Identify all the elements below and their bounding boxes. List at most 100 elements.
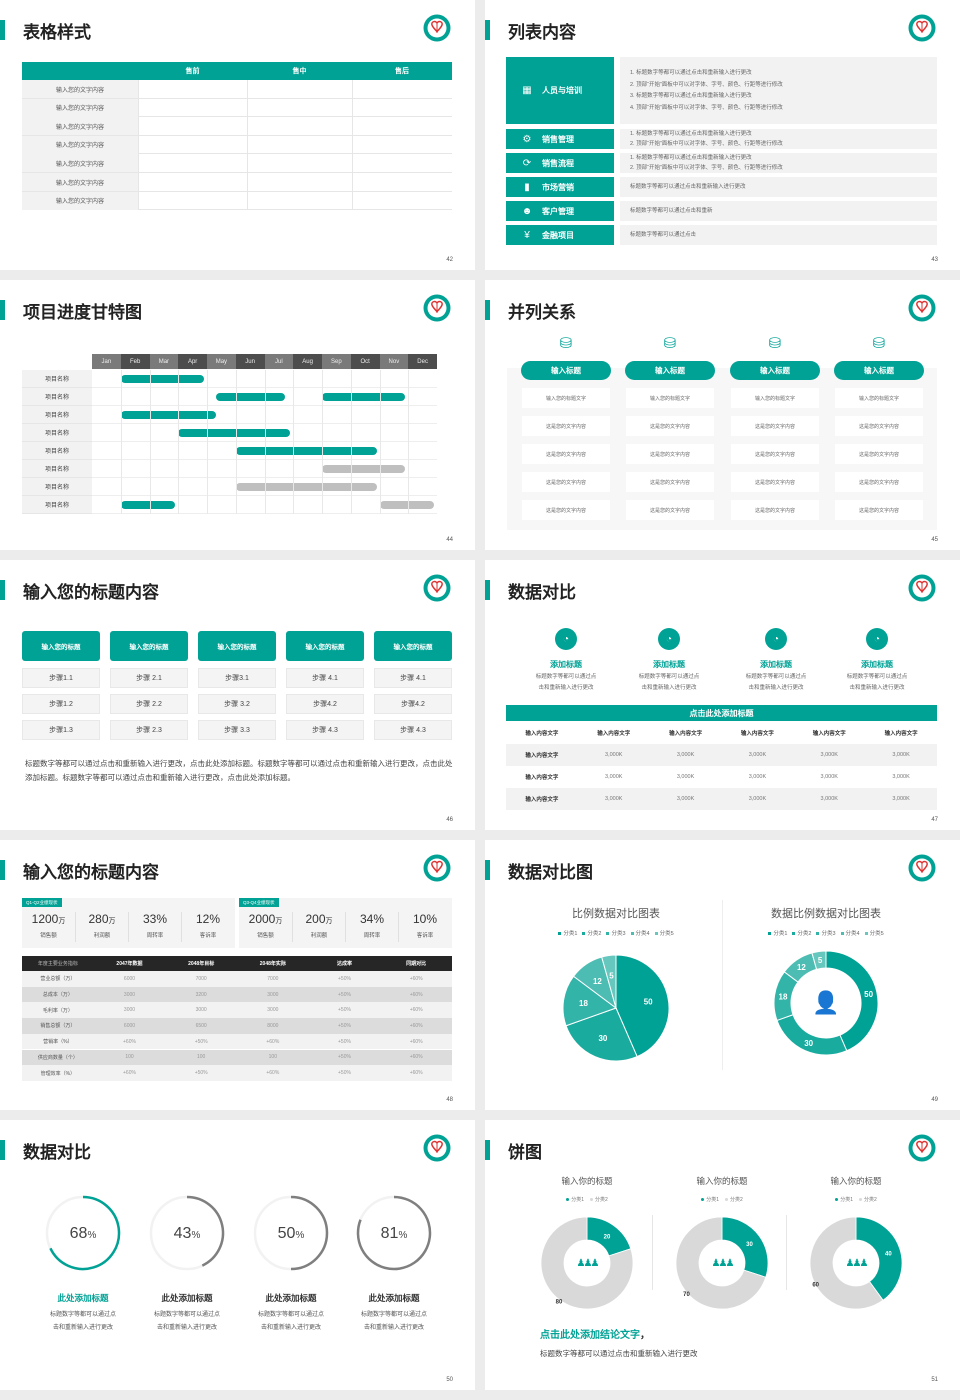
ring-value: 68% — [70, 1225, 97, 1242]
table-cell[interactable] — [352, 98, 452, 117]
column-header-pill[interactable]: 输入标题 — [834, 361, 924, 380]
table-cell[interactable] — [247, 80, 352, 98]
gantt-bar[interactable] — [120, 375, 205, 383]
table-cell[interactable] — [247, 191, 352, 210]
table-cell[interactable] — [247, 98, 352, 117]
page-number: 45 — [931, 537, 938, 543]
gantt-bar[interactable] — [235, 447, 377, 455]
step-column-header[interactable]: 输入您的标题 — [198, 631, 276, 661]
legend-label: 分类1 — [773, 931, 788, 937]
table-cell: +50% — [165, 1065, 237, 1081]
gantt-bar[interactable] — [120, 411, 216, 419]
table-cell: +60% — [93, 1065, 166, 1081]
step-cell: 步骤 4.3 — [374, 720, 452, 740]
month-header: Aug — [293, 354, 322, 369]
progress-ring: 43% — [149, 1195, 225, 1271]
legend-label: 分类3 — [611, 931, 626, 937]
slide-42: 表格样式 42 售前 售中 售后 输入您的文字内容 输入您的文字内容 输入您的文字内容 输入您的… — [0, 0, 475, 270]
table-cell[interactable] — [247, 135, 352, 154]
legend-swatch — [768, 931, 772, 935]
table-cell[interactable] — [352, 80, 452, 98]
table-row — [506, 788, 937, 810]
table-header-cell: 2047年数据 — [93, 956, 166, 971]
legend-item: 分类2 — [859, 1196, 877, 1203]
table-row: 输入您的文字内容 — [22, 98, 452, 118]
table-cell: +50% — [308, 1049, 381, 1066]
kpi-value: 34% — [346, 912, 398, 929]
step-column-header[interactable]: 输入您的标题 — [286, 631, 364, 661]
table-cell[interactable] — [138, 80, 247, 98]
column-header-pill[interactable]: 输入标题 — [625, 361, 715, 380]
conclusion-text: 点击此处添加结论文字 — [540, 1330, 640, 1341]
gantt-bar[interactable] — [322, 393, 406, 401]
month-header: Jun — [235, 354, 265, 369]
table-cell[interactable] — [138, 173, 247, 191]
chart-divider — [722, 900, 723, 1070]
legend-item: 分类5 — [864, 929, 884, 937]
description-line: 1. 标题数字等都可以通过点击和重新输入进行更改 — [630, 70, 752, 77]
month-header: Feb — [120, 354, 150, 369]
gantt-bar[interactable] — [215, 393, 285, 401]
table-cell: +50% — [308, 1002, 381, 1019]
slide-51: 饼图 51 输入你的标题 分类1 分类2 20 80 ♟♟♟ 输入你的标题 分类1 分类2 30 70 ♟… — [485, 1120, 960, 1390]
step-column-header[interactable]: 输入您的标题 — [110, 631, 188, 661]
chart-slice — [601, 954, 617, 1009]
column-header-pill[interactable]: 输入标题 — [521, 361, 611, 380]
title-accent-bar — [0, 300, 5, 320]
logo-emblem-icon — [423, 854, 451, 882]
step-column-header[interactable]: 输入您的标题 — [22, 631, 100, 661]
column-header-pill[interactable]: 输入标题 — [730, 361, 820, 380]
table-cell[interactable] — [247, 117, 352, 136]
table-cell[interactable] — [138, 154, 247, 173]
list-category[interactable]: ⟳ 销售流程 — [506, 153, 614, 173]
slide-43: 列表内容 43 ▦ 人员与培训 1. 标题数字等都可以通过点击和重新输入进行更改 2. 顶… — [485, 0, 960, 270]
table-cell[interactable] — [247, 154, 352, 173]
list-category[interactable]: ⚙ 销售管理 — [506, 129, 614, 149]
table-cell[interactable] — [247, 173, 352, 191]
data-label: 5 — [818, 956, 823, 965]
legend-label: 分类2 — [797, 931, 812, 937]
table-header-cell: 输入内容文字 — [669, 731, 703, 737]
list-description: 标题数字等都可以通过点击和重新输入进行更改 — [620, 177, 937, 197]
gantt-row-label: 项目名称 — [22, 442, 92, 460]
gantt-bar[interactable] — [379, 501, 435, 509]
page-number: 46 — [446, 817, 453, 823]
table-cell[interactable] — [138, 117, 247, 136]
list-category[interactable]: ▮ 市场营销 — [506, 177, 614, 197]
gantt-bar[interactable] — [178, 429, 291, 437]
step-column-header[interactable]: 输入您的标题 — [374, 631, 452, 661]
table-cell[interactable] — [352, 173, 452, 191]
legend-swatch — [590, 1197, 593, 1201]
slide-44: 项目进度甘特图 44 Jan Feb Mar Apr May Jun Jul Aug Sep Oct N… — [0, 280, 475, 550]
gantt-gridline — [264, 370, 266, 514]
table-cell[interactable] — [352, 191, 452, 210]
logo-icon — [908, 574, 936, 602]
kpi-item: 34% 周转率 — [345, 912, 398, 942]
ring-value: 50% — [278, 1225, 305, 1242]
logo-emblem-icon — [908, 14, 936, 42]
gantt-bar[interactable] — [120, 501, 176, 509]
table-cell: +60% — [237, 1033, 309, 1050]
gantt-bar[interactable] — [322, 465, 406, 473]
gantt-gridline — [379, 370, 381, 514]
list-category[interactable]: ¥ 金融项目 — [506, 225, 614, 245]
item-desc: 标题数字等都可以通过点 — [49, 1311, 116, 1318]
table-cell[interactable] — [352, 117, 452, 136]
table-row: 输入您的文字内容 — [22, 173, 452, 192]
step-cell: 步骤3.1 — [198, 668, 276, 688]
gantt-bar[interactable] — [235, 483, 377, 491]
item-desc: 击和重新输入进行更改 — [52, 1324, 113, 1331]
kpi-unit: 万 — [58, 918, 66, 925]
step-cell: 步骤1.1 — [22, 668, 100, 688]
legend-item: 分类1 — [701, 1196, 719, 1203]
table-cell[interactable] — [352, 154, 452, 173]
table-cell[interactable] — [352, 135, 452, 154]
table-cell[interactable] — [138, 191, 247, 210]
list-category[interactable]: ▦ 人员与培训 — [506, 57, 614, 124]
list-category[interactable]: ☻ 客户管理 — [506, 201, 614, 221]
gantt-gridline — [350, 370, 352, 514]
table-cell[interactable] — [138, 98, 247, 117]
gantt-gridline — [408, 370, 410, 514]
table-cell[interactable] — [138, 135, 247, 154]
